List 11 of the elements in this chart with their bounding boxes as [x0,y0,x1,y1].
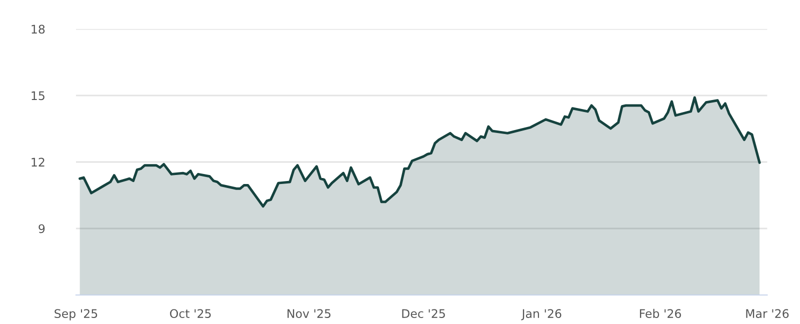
x-tick-label: Dec '25 [402,309,445,318]
y-tick-label: 15 [32,91,44,100]
y-tick-label: 18 [32,24,45,34]
x-tick-label: Mar '26 [746,309,789,318]
x-tick-label: Nov '25 [288,309,330,318]
x-tick-label: Oct '25 [170,309,211,318]
x-tick-label: Sep '25 [54,309,98,320]
x-tick-label: Jan '26 [521,309,562,320]
y-tick-label: 9 [38,224,45,234]
y-tick-label: 12 [32,158,44,166]
x-tick-label: Feb '26 [640,308,681,318]
